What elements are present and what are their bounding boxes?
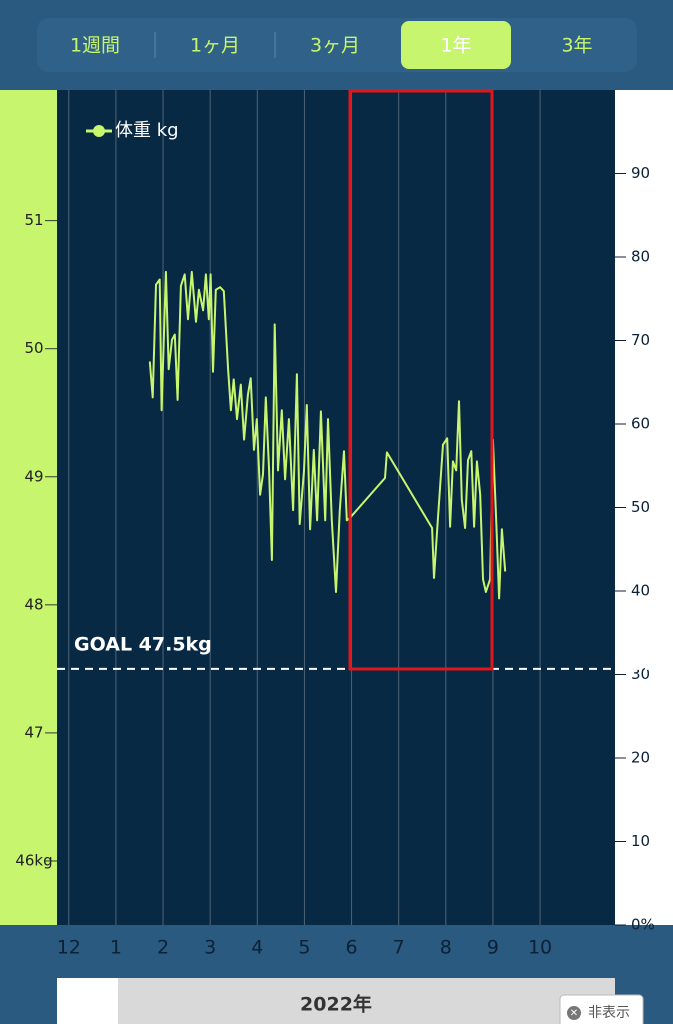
tabs: 1週間 1ヶ月 3ヶ月 1年 3年 — [70, 21, 593, 69]
y-tick-label: 48 — [24, 595, 43, 613]
y-tick-label: 49 — [24, 467, 43, 485]
left-axis-panel — [0, 90, 57, 925]
year-bar-left — [57, 978, 118, 1024]
y2-tick-label: 20 — [631, 749, 650, 767]
tab[interactable]: 3ヶ月 — [310, 35, 360, 57]
y2-tick-label: 60 — [631, 415, 650, 433]
y2-tick-label: 0% — [631, 916, 655, 934]
legend-label: 体重 kg — [115, 120, 179, 141]
x-tick-label: 9 — [487, 937, 499, 959]
hide-button[interactable] — [559, 994, 644, 1024]
hide-button-label[interactable]: 非表示 — [588, 1005, 630, 1021]
x-tick-label: 6 — [346, 937, 358, 959]
tab[interactable]: 3年 — [561, 35, 592, 57]
y-tick-label: 51 — [24, 211, 43, 229]
x-tick-label: 10 — [528, 937, 552, 959]
x-tick-label: 8 — [440, 937, 452, 959]
close-icon-x: ✕ — [570, 1008, 578, 1019]
x-tick-label: 4 — [251, 937, 263, 959]
year-label: 2022年 — [300, 993, 372, 1016]
y-tick-label: 46kg — [15, 851, 52, 869]
close-icon — [567, 1006, 581, 1020]
weight-line — [148, 270, 507, 600]
y-tick-label: 50 — [24, 339, 43, 357]
goal-label: GOAL 47.5kg — [74, 633, 212, 655]
y-tick-label: 47 — [24, 723, 43, 741]
y2-tick-label: 70 — [631, 331, 650, 349]
x-tick-label: 12 — [57, 937, 81, 959]
y2-tick-label: 90 — [631, 164, 650, 182]
y2-tick-label: 40 — [631, 582, 650, 600]
tab[interactable]: 1週間 — [70, 35, 120, 57]
x-tick-label: 1 — [110, 937, 122, 959]
tab[interactable]: 1年 — [440, 35, 471, 57]
plot: 12 1 2 3 4 5 6 7 8 9 1046kg47484950510%10203040506… — [15, 90, 673, 959]
x-tick-label: 7 — [393, 937, 405, 959]
tab-selected-bg — [401, 21, 511, 69]
x-tick-label: 5 — [298, 937, 310, 959]
y2-tick-label: 30 — [631, 665, 650, 683]
highlight-box — [348, 89, 494, 671]
x-tick-label: 2 — [157, 937, 169, 959]
year-bar — [118, 978, 615, 1024]
y2-tick-label: 50 — [631, 498, 650, 516]
legend-dot — [93, 125, 105, 137]
tab[interactable]: 1ヶ月 — [190, 35, 240, 57]
y2-tick-label: 10 — [631, 832, 650, 850]
y2-tick-label: 80 — [631, 248, 650, 266]
plot-area — [57, 90, 615, 925]
x-tick-label: 3 — [204, 937, 216, 959]
